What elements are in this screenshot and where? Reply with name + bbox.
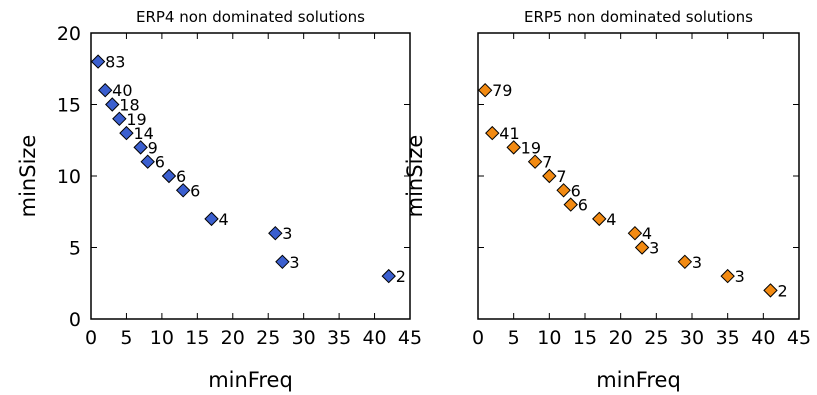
- data-point: [90, 54, 106, 69]
- y-axis-label: minSize: [16, 135, 40, 218]
- y-tick-label: 20: [57, 23, 81, 45]
- point-annotation: 6: [176, 167, 186, 186]
- data-point: [477, 82, 493, 98]
- x-tick-label: 10: [537, 327, 561, 349]
- x-tick-label: 0: [85, 327, 97, 349]
- data-point: [634, 240, 650, 255]
- x-tick-label: 5: [120, 327, 132, 349]
- data-point: [161, 168, 177, 184]
- data-point: [275, 254, 290, 270]
- x-axis-label: minFreq: [208, 368, 293, 392]
- point-annotation: 6: [571, 181, 581, 200]
- point-annotation: 83: [105, 53, 125, 72]
- data-point: [485, 125, 500, 141]
- x-tick-label: 10: [150, 327, 174, 349]
- y-tick-label: 5: [69, 238, 81, 260]
- x-tick-label: 20: [221, 327, 245, 349]
- point-annotation: 79: [492, 81, 512, 100]
- x-tick-label: 25: [644, 327, 668, 349]
- x-tick-label: 40: [362, 327, 386, 349]
- x-tick-label: 0: [472, 327, 484, 349]
- point-annotation: 7: [556, 167, 566, 186]
- data-point: [527, 154, 543, 169]
- data-point: [592, 211, 607, 227]
- data-point: [720, 268, 735, 284]
- point-annotation: 2: [396, 267, 406, 286]
- point-annotation: 7: [542, 153, 552, 172]
- x-tick-label: 25: [256, 327, 280, 349]
- x-tick-label: 35: [716, 327, 740, 349]
- point-annotation: 41: [499, 124, 519, 143]
- point-annotation: 18: [119, 96, 139, 115]
- plot-frame: [477, 32, 800, 320]
- x-tick-label: 30: [292, 327, 316, 349]
- point-annotation: 3: [289, 253, 299, 272]
- data-point: [506, 140, 521, 155]
- x-tick-label: 45: [787, 327, 811, 349]
- point-annotation: 3: [282, 224, 292, 243]
- point-annotation: 2: [777, 281, 787, 300]
- point-annotation: 4: [606, 210, 616, 229]
- x-tick-label: 15: [573, 327, 597, 349]
- data-point: [105, 97, 120, 112]
- y-tick-label: 10: [57, 166, 81, 188]
- chart-title: ERP4 non dominated solutions: [136, 8, 365, 26]
- data-point: [763, 283, 778, 298]
- point-annotation: 6: [578, 196, 588, 215]
- y-tick-label: 15: [57, 95, 81, 117]
- data-point: [381, 268, 396, 284]
- data-point: [556, 183, 571, 198]
- point-annotation: 40: [112, 81, 132, 100]
- data-point: [268, 225, 283, 241]
- point-annotation: 9: [148, 138, 158, 157]
- data-point: [112, 111, 127, 127]
- point-annotation: 3: [649, 239, 659, 258]
- data-point: [627, 225, 643, 241]
- point-annotation: 6: [190, 181, 200, 200]
- data-point: [204, 211, 219, 227]
- x-axis-label: minFreq: [596, 368, 681, 392]
- point-annotation: 3: [692, 253, 702, 272]
- x-tick-label: 30: [680, 327, 704, 349]
- point-annotation: 14: [133, 124, 153, 143]
- point-annotation: 19: [126, 110, 146, 129]
- point-annotation: 4: [219, 210, 229, 229]
- x-tick-label: 40: [751, 327, 775, 349]
- data-point: [542, 168, 557, 184]
- x-tick-label: 5: [508, 327, 520, 349]
- data-point: [175, 183, 191, 198]
- point-annotation: 19: [521, 138, 541, 157]
- data-point: [140, 154, 155, 169]
- y-axis-label: minSize: [403, 135, 427, 218]
- data-point: [119, 125, 134, 141]
- data-point: [97, 82, 113, 98]
- x-tick-label: 15: [185, 327, 209, 349]
- point-annotation: 3: [735, 267, 745, 286]
- data-point: [133, 140, 148, 155]
- point-annotation: 6: [155, 153, 165, 172]
- chart-erp5: ERP5 non dominated solutions 0 5 10 15 20 25 30…: [403, 8, 811, 392]
- plot-frame: [90, 32, 411, 320]
- x-tick-label: 35: [327, 327, 351, 349]
- y-tick-label: 0: [69, 309, 81, 331]
- point-annotation: 4: [642, 224, 652, 243]
- x-tick-label: 45: [398, 327, 422, 349]
- data-point: [563, 197, 578, 212]
- chart-title: ERP5 non dominated solutions: [524, 8, 753, 26]
- x-tick-label: 20: [609, 327, 633, 349]
- data-point: [677, 254, 693, 270]
